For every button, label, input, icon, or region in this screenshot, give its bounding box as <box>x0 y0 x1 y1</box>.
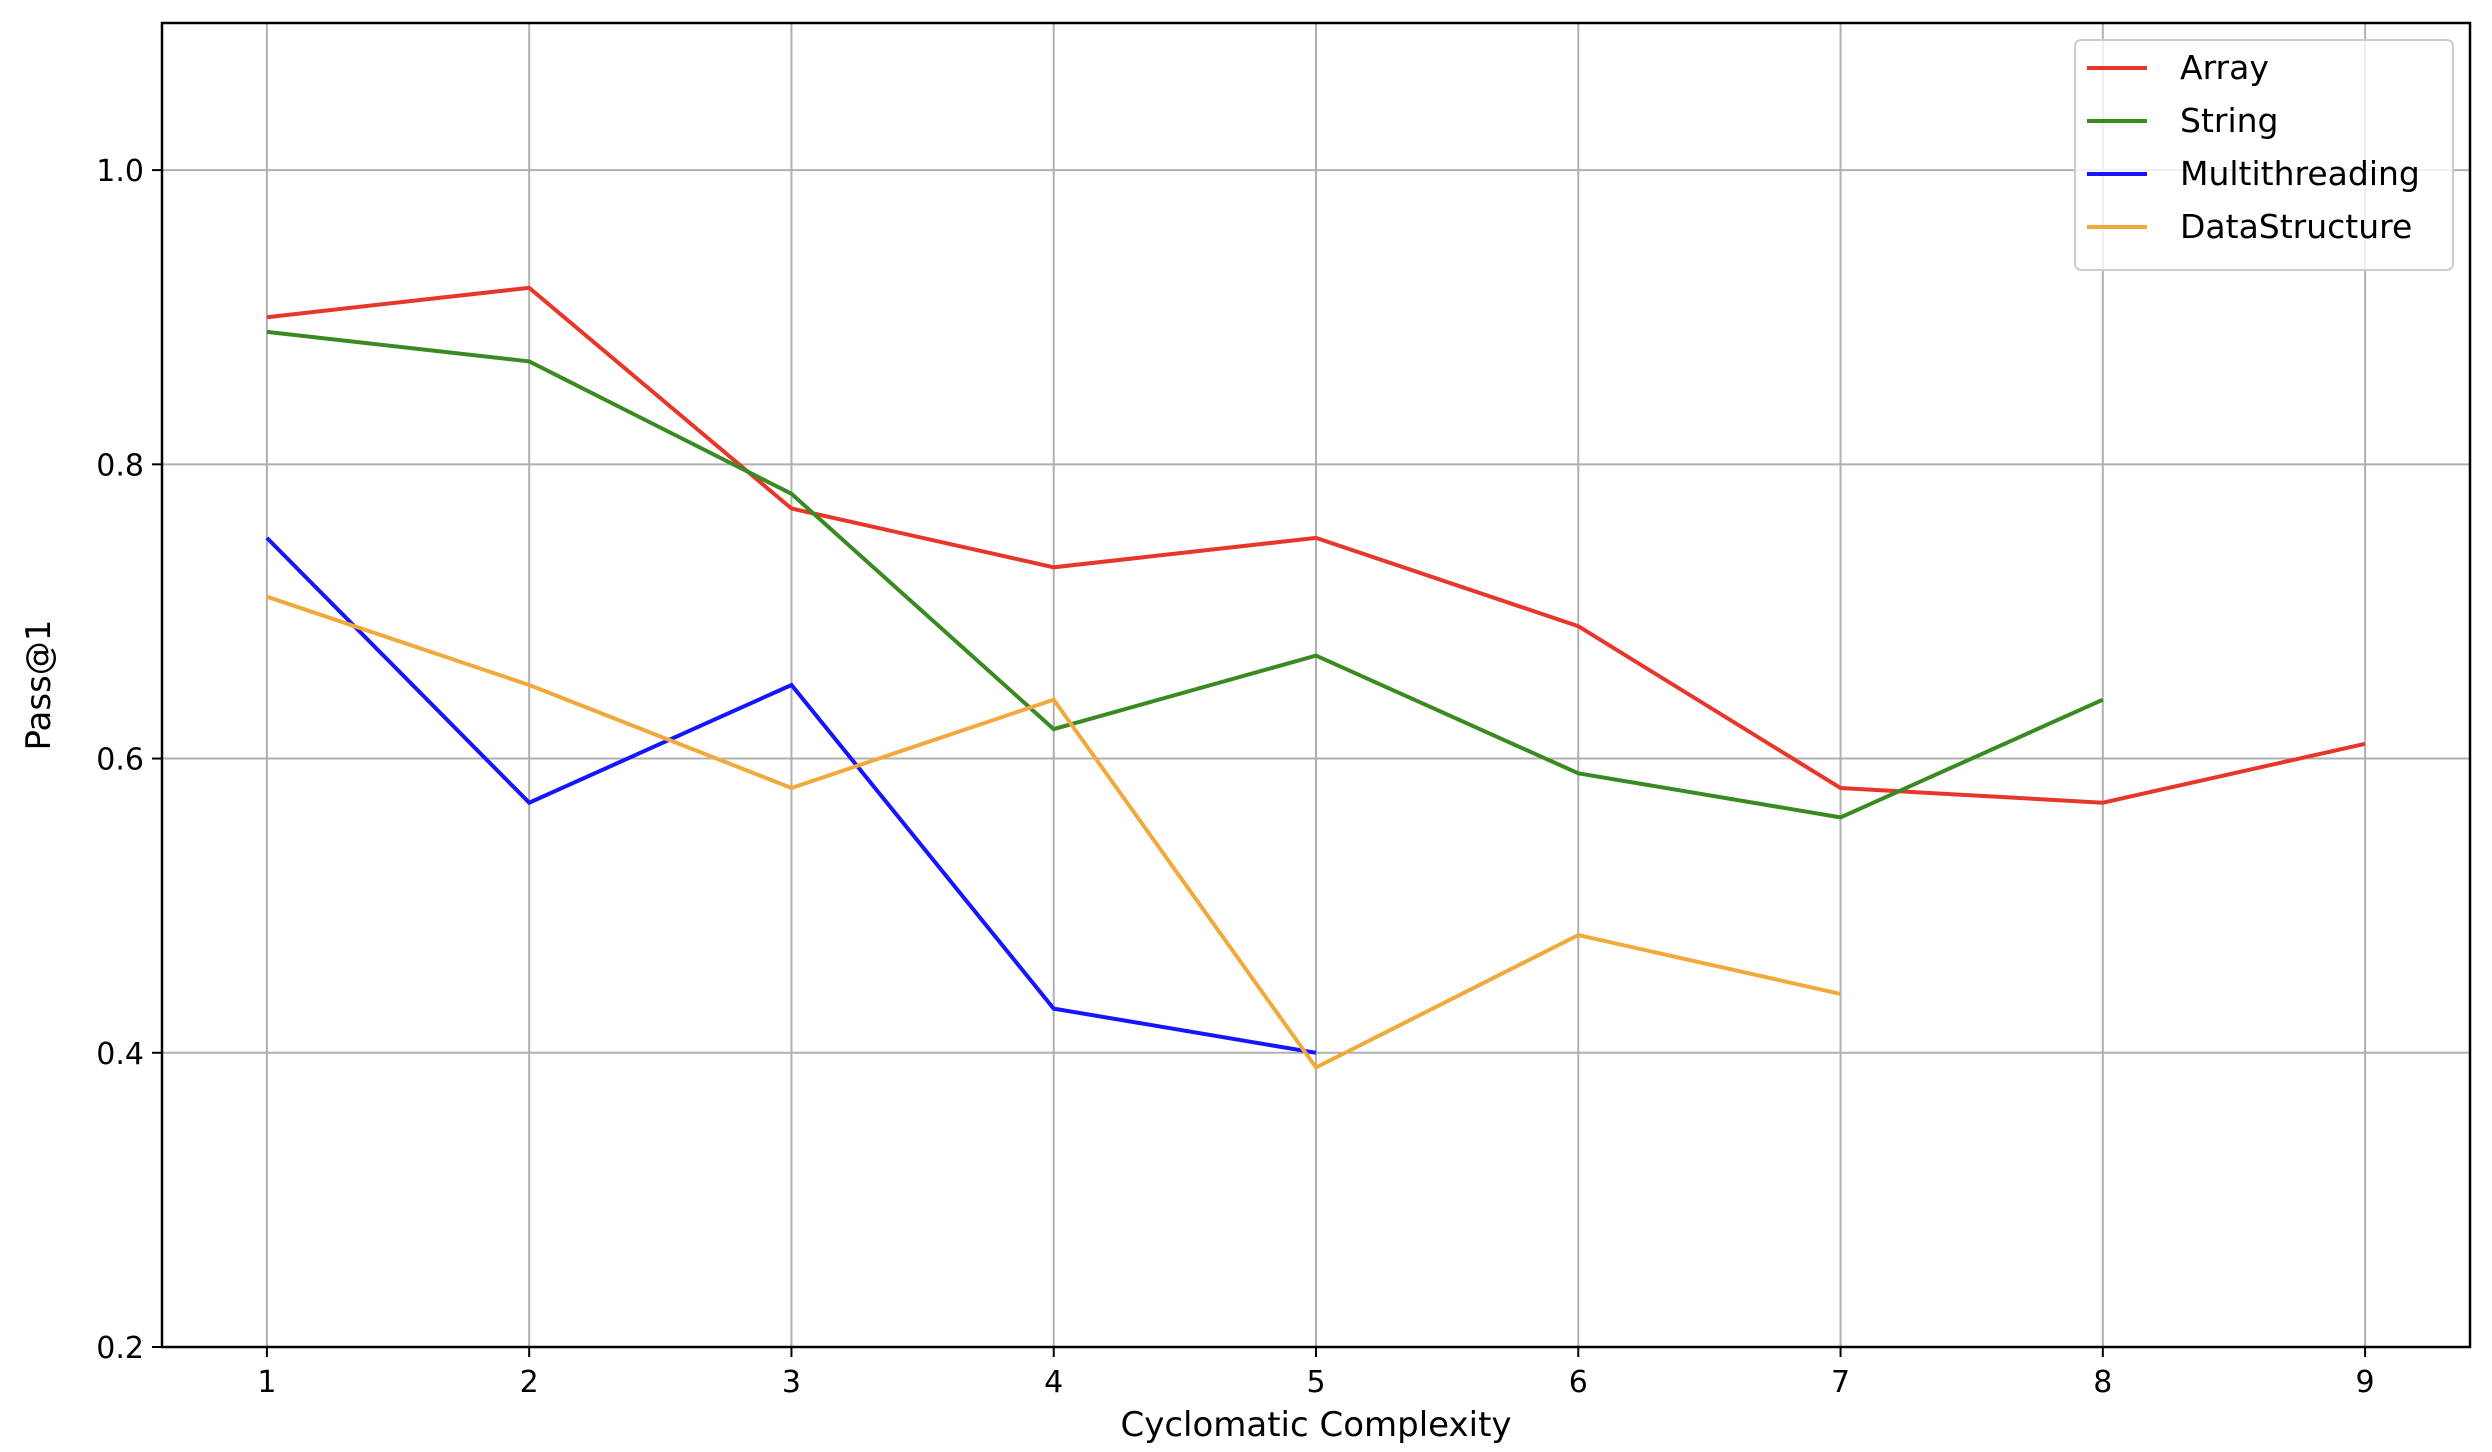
x-tick-label: 8 <box>2093 1365 2112 1400</box>
y-tick-label: 0.6 <box>96 743 144 778</box>
x-tick-label: 5 <box>1306 1365 1325 1400</box>
legend-label-multithreading: Multithreading <box>2180 154 2420 193</box>
series-line-datastructure <box>266 594 1841 1071</box>
y-tick-label: 0.2 <box>96 1331 144 1366</box>
legend-label-array: Array <box>2180 48 2269 87</box>
series-line-multithreading <box>265 536 1317 1055</box>
series-line-string <box>266 329 2104 820</box>
legend-box <box>2074 39 2454 271</box>
legend-label-datastructure: DataStructure <box>2180 207 2412 246</box>
x-tick-label: 7 <box>1831 1365 1850 1400</box>
y-tick-label: 0.8 <box>96 448 144 483</box>
x-tick-label: 4 <box>1044 1365 1063 1400</box>
x-axis-title: Cyclomatic Complexity <box>1120 1405 1511 1445</box>
x-tick-label: 9 <box>2356 1365 2375 1400</box>
legend-label-string: String <box>2180 101 2278 140</box>
y-tick-label: 0.4 <box>96 1037 144 1072</box>
series-line-array <box>266 285 2366 805</box>
x-tick-label: 3 <box>782 1365 801 1400</box>
y-axis-title: Pass@1 <box>19 620 59 751</box>
legend: Array String Multithreading DataStructure <box>2074 39 2454 271</box>
y-tick-label: 1.0 <box>96 154 144 189</box>
x-tick-label: 2 <box>520 1365 539 1400</box>
x-tick-label: 6 <box>1569 1365 1588 1400</box>
x-tick-label: 1 <box>257 1365 276 1400</box>
